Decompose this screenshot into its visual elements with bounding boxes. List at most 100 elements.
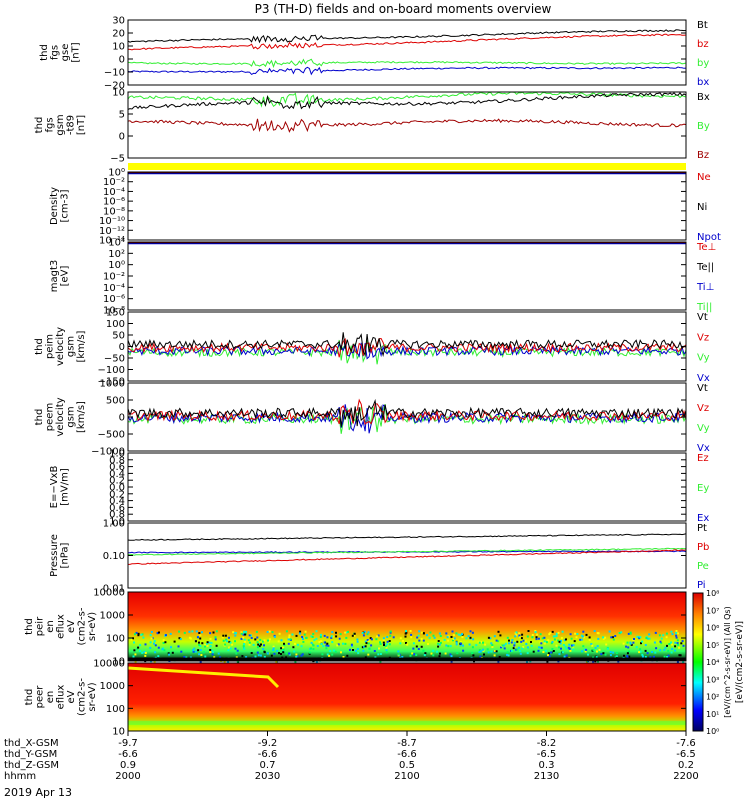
legend-entry: Ti||	[696, 302, 712, 313]
speckle	[397, 653, 400, 656]
y-axis-label: en	[45, 691, 56, 704]
speckle	[443, 638, 446, 641]
speckle	[587, 653, 589, 656]
speckle	[543, 636, 546, 639]
speckle	[141, 651, 144, 654]
speckle	[542, 651, 545, 653]
speckle	[420, 638, 423, 641]
speckle	[418, 639, 421, 642]
speckle	[561, 651, 564, 654]
footer-value: -6.6	[118, 749, 138, 760]
speckle	[547, 652, 550, 655]
speckle	[293, 650, 296, 653]
speckle	[283, 644, 286, 647]
speckle	[597, 632, 600, 635]
speckle	[515, 648, 518, 651]
footer-value: 0.5	[399, 760, 415, 771]
speckle	[462, 649, 465, 652]
speckle	[402, 639, 404, 642]
speckle	[263, 644, 265, 647]
y-axis-label: thd	[24, 618, 35, 635]
speckle	[353, 632, 356, 635]
series-line	[127, 339, 687, 365]
speckle	[374, 656, 377, 659]
speckle	[263, 639, 266, 642]
speckle	[346, 654, 349, 657]
series-line	[127, 404, 687, 434]
y-tick-label: 10000	[93, 588, 125, 599]
speckle	[539, 633, 542, 636]
speckle	[515, 634, 518, 636]
speckle	[389, 631, 392, 634]
speckle	[506, 636, 509, 639]
y-tick-label: 0.4	[109, 469, 125, 480]
speckle	[609, 651, 612, 653]
speckle	[495, 639, 498, 642]
speckle	[534, 631, 537, 634]
speckle	[180, 650, 183, 653]
speckle	[285, 630, 288, 633]
speckle	[342, 656, 345, 658]
speckle	[558, 646, 561, 649]
series-line	[127, 33, 687, 51]
y-tick-label: 10	[112, 42, 125, 53]
footer-value: 2200	[673, 771, 698, 782]
speckle	[468, 643, 471, 646]
speckle	[527, 630, 530, 632]
speckle	[594, 646, 597, 649]
speckle	[565, 647, 568, 650]
speckle	[288, 634, 291, 637]
speckle	[198, 632, 201, 634]
speckle	[385, 651, 388, 654]
speckle	[649, 656, 652, 659]
speckle	[670, 651, 673, 654]
speckle	[137, 634, 140, 637]
y-tick-label: 20	[112, 29, 125, 40]
y-tick-label: −150	[98, 377, 125, 388]
colorbar-tick: 10⁷	[706, 606, 719, 615]
speckle	[422, 632, 425, 635]
speckle	[447, 639, 450, 642]
colorbar-tick: 10²	[706, 693, 719, 702]
speckle	[427, 643, 429, 645]
speckle	[326, 642, 329, 645]
speckle	[662, 634, 665, 637]
speckle	[289, 638, 292, 641]
speckle	[231, 643, 234, 646]
speckle	[288, 636, 291, 639]
y-tick-label: −1000	[91, 447, 125, 458]
y-tick-label: −50	[104, 354, 125, 365]
speckle	[665, 632, 668, 635]
speckle	[363, 630, 366, 633]
speckle	[228, 646, 231, 649]
y-tick-label: 10⁻²	[103, 272, 125, 283]
speckle	[199, 649, 202, 651]
speckle	[518, 632, 521, 635]
speckle	[571, 644, 573, 647]
y-axis-label: sr-eV)	[87, 682, 98, 711]
footer-row-label: thd_Y-GSM	[4, 749, 57, 760]
y-tick-label: 1000	[100, 379, 125, 390]
speckle	[228, 636, 230, 639]
legend-entry: Npot	[697, 232, 721, 243]
speckle	[357, 652, 360, 655]
speckle	[154, 644, 157, 647]
speckle	[318, 641, 321, 643]
y-tick-label: 10⁻⁸	[103, 206, 125, 217]
legend-entry: Bt	[697, 20, 708, 31]
speckle	[273, 652, 276, 655]
speckle	[299, 630, 302, 633]
speckle	[356, 648, 359, 650]
speckle	[235, 632, 237, 635]
speckle	[245, 656, 248, 659]
speckle	[199, 634, 202, 637]
footer-axis: thd_X-GSM -9.7 -9.2 -8.7 -8.2 -7.6 thd_Y-GSM -6…	[4, 731, 699, 782]
speckle	[439, 635, 442, 637]
speckle	[558, 640, 561, 643]
speckle	[417, 634, 420, 637]
speckle	[243, 646, 246, 649]
speckle	[133, 649, 136, 652]
speckle	[135, 631, 138, 634]
series-line	[128, 550, 687, 554]
